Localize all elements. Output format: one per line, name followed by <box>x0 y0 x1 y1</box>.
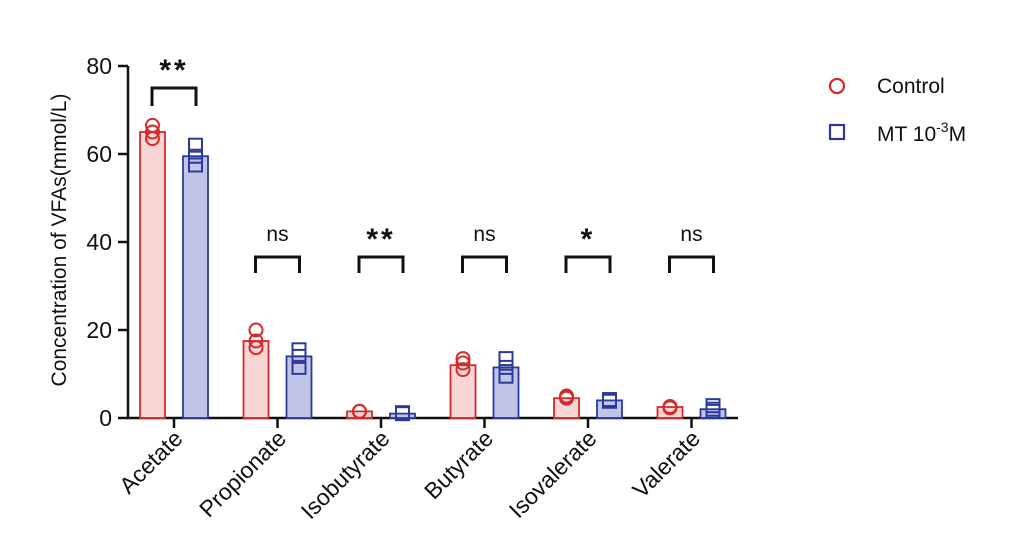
significance-label: ns <box>680 223 702 246</box>
y-axis-label: Concentration of VFAs(mmol/L) <box>48 94 71 387</box>
y-tick-label: 60 <box>86 141 112 167</box>
data-point-mt <box>188 148 203 164</box>
legend-mt-label: MT 10-3M <box>877 119 966 146</box>
legend-control-marker <box>828 77 846 95</box>
legend-mt-marker <box>828 123 846 141</box>
bar-mt-isovalerate <box>596 399 623 419</box>
category-label-propionate: Propionate <box>194 425 291 522</box>
significance-label: ns <box>266 223 288 246</box>
significance-label: ** <box>366 223 395 256</box>
data-point-control <box>248 322 264 338</box>
data-point-control <box>455 362 471 378</box>
data-point-mt <box>705 398 721 414</box>
y-tick-label: 20 <box>86 317 112 343</box>
significance-bracket <box>668 255 715 273</box>
significance-label: ns <box>473 223 495 246</box>
data-point-mt <box>498 359 514 375</box>
category-label-isobutyrate: Isobutyrate <box>296 425 395 524</box>
data-point-control <box>248 340 264 356</box>
significance-bracket <box>150 86 198 106</box>
significance-bracket <box>357 255 405 273</box>
y-tick-label: 80 <box>86 53 112 79</box>
axes: 0 20 40 60 80 <box>86 53 738 431</box>
data-point-control <box>145 124 160 140</box>
significance-bracket <box>254 255 301 273</box>
data-point-control <box>248 333 264 349</box>
category-label-valerate: Valerate <box>627 425 705 503</box>
bar-mt-isobutyrate <box>389 412 416 419</box>
bar-mt-acetate <box>182 155 209 419</box>
bar-control-isovalerate <box>553 397 580 419</box>
data-point-mt <box>188 157 203 173</box>
data-point-control <box>352 403 367 419</box>
data-point-mt <box>602 392 617 408</box>
data-point-control <box>662 399 678 415</box>
data-point-mt <box>291 342 307 358</box>
legend-mt-label-sup: -3 <box>936 119 949 135</box>
bar-control-propionate <box>242 340 270 419</box>
legend-mt-label-suffix: M <box>949 123 967 146</box>
data-point-mt <box>498 351 514 367</box>
legend-control-label: Control <box>877 75 945 98</box>
significance-bracket <box>564 255 612 273</box>
significance-label: ** <box>159 54 188 87</box>
data-point-mt <box>188 137 203 153</box>
data-point-control <box>145 117 160 133</box>
significance-bracket <box>461 255 508 273</box>
data-point-mt <box>395 405 410 421</box>
category-label-butyrate: Butyrate <box>419 425 498 504</box>
y-tick-label: 40 <box>86 229 112 255</box>
data-point-control <box>559 388 574 404</box>
significance-label: * <box>581 223 596 256</box>
bar-control-acetate <box>139 131 166 419</box>
category-label-isovalerate: Isovalerate <box>504 425 602 523</box>
significance-annotations: ** ns ** ns * ns <box>150 54 715 273</box>
legend-mt-label-prefix: MT 10 <box>877 123 936 146</box>
bars <box>139 117 727 422</box>
bar-mt-butyrate <box>492 366 520 419</box>
bar-mt-propionate <box>285 355 313 419</box>
y-tick-label: 0 <box>99 405 112 431</box>
data-point-mt <box>291 359 307 375</box>
bar-control-butyrate <box>449 364 477 419</box>
data-point-control <box>455 355 471 371</box>
legend: Control MT 10-3M <box>828 75 966 146</box>
x-tick-labels: Acetate Propionate Isobutyrate Butyrate Isov… <box>114 425 705 524</box>
data-point-control <box>455 351 471 367</box>
category-label-acetate: Acetate <box>114 425 188 499</box>
data-point-mt <box>498 368 514 384</box>
